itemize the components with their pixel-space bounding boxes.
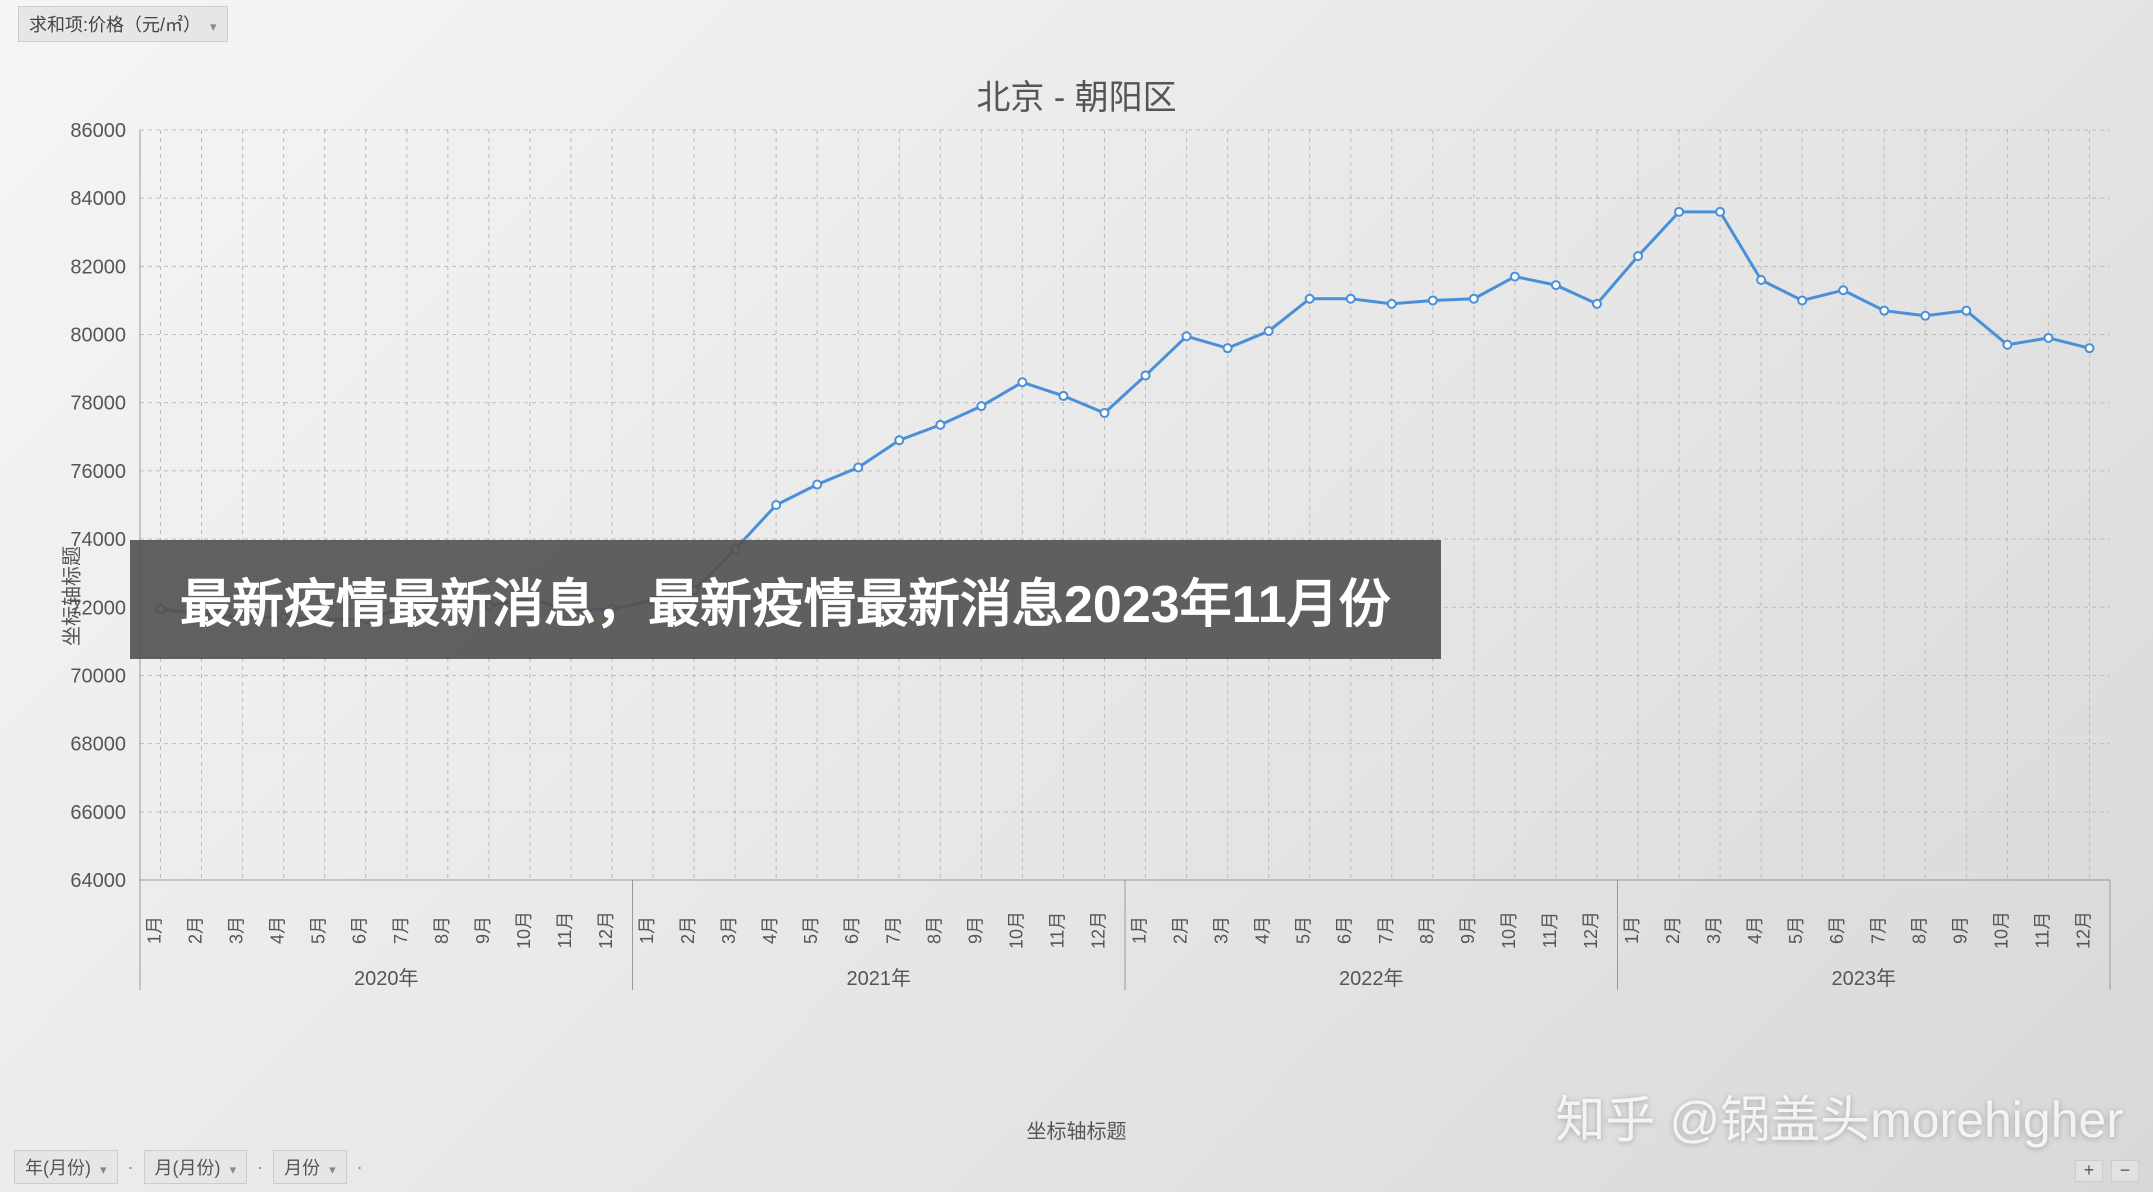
svg-text:10月: 10月 [1499,911,1519,949]
svg-text:4月: 4月 [1253,916,1273,944]
svg-text:2020年: 2020年 [354,967,419,990]
svg-text:4月: 4月 [1745,916,1765,944]
svg-text:12月: 12月 [596,911,616,949]
breadcrumb-separator: · [357,1157,363,1178]
svg-text:8月: 8月 [924,916,944,944]
watermark: 知乎 @锅盖头morehigher [1555,1080,2123,1152]
svg-text:3月: 3月 [719,916,739,944]
axis-field-month1[interactable]: 月(月份) ▾ [144,1150,248,1184]
svg-text:2月: 2月 [1663,916,1683,944]
svg-text:5月: 5月 [1294,916,1314,944]
watermark-prefix: 知乎 [1555,1080,1655,1152]
svg-text:1月: 1月 [1130,916,1150,944]
svg-text:11月: 11月 [1540,912,1560,949]
svg-text:2月: 2月 [186,916,206,944]
svg-text:3月: 3月 [1212,916,1232,944]
axis-field-year[interactable]: 年(月份) ▾ [14,1150,118,1184]
axis-field-month2[interactable]: 月份 ▾ [273,1150,347,1184]
svg-text:1月: 1月 [145,916,165,944]
svg-text:8月: 8月 [1417,916,1437,944]
svg-text:4月: 4月 [760,916,780,944]
svg-text:6月: 6月 [1827,916,1847,944]
svg-text:7月: 7月 [883,916,903,944]
svg-text:2月: 2月 [678,916,698,944]
svg-text:9月: 9月 [1950,916,1970,944]
zoom-in-button[interactable]: + [2075,1160,2103,1182]
svg-text:84000: 84000 [70,188,126,210]
svg-text:76000: 76000 [70,461,126,483]
overlay-text: 最新疫情最新消息，最新疫情最新消息2023年11月份 [180,576,1391,634]
svg-text:11月: 11月 [1047,912,1067,949]
svg-text:10月: 10月 [1006,911,1026,949]
series-field-text: 求和项:价格（元/㎡） [29,15,201,35]
svg-text:82000: 82000 [70,256,126,278]
breadcrumb-separator: · [257,1157,263,1178]
axis-field-year-label: 年(月份) [25,1158,91,1178]
svg-text:9月: 9月 [473,916,493,944]
svg-text:6月: 6月 [350,916,370,944]
series-field-label: 求和项:价格（元/㎡） ▾ [18,6,228,42]
x-axis-title: 坐标轴标题 [1027,1115,1127,1144]
svg-text:8月: 8月 [432,916,452,944]
chevron-down-icon: ▾ [329,1162,336,1177]
svg-text:9月: 9月 [965,916,985,944]
svg-text:10月: 10月 [1991,911,2011,949]
svg-text:72000: 72000 [70,597,126,619]
svg-text:11月: 11月 [2032,912,2052,949]
svg-text:86000: 86000 [70,120,126,142]
svg-text:9月: 9月 [1458,916,1478,944]
svg-text:2022年: 2022年 [1339,967,1404,990]
svg-text:7月: 7月 [391,916,411,944]
svg-text:3月: 3月 [1704,916,1724,944]
zoom-controls: + − [2075,1160,2139,1182]
chevron-down-icon: ▾ [230,1162,237,1177]
svg-text:2021年: 2021年 [847,967,912,990]
svg-text:10月: 10月 [514,911,534,949]
svg-text:70000: 70000 [70,665,126,687]
y-axis-title: 坐标轴标题 [56,546,85,646]
svg-text:7月: 7月 [1376,916,1396,944]
svg-text:74000: 74000 [70,529,126,551]
svg-text:2023年: 2023年 [1832,967,1897,990]
svg-text:11月: 11月 [555,912,575,949]
svg-text:5月: 5月 [801,916,821,944]
svg-text:3月: 3月 [227,916,247,944]
axis-field-month1-label: 月(月份) [155,1158,221,1178]
svg-text:1月: 1月 [637,916,657,944]
chevron-down-icon: ▾ [100,1162,107,1177]
overlay-banner: 最新疫情最新消息，最新疫情最新消息2023年11月份 [130,540,1441,659]
axis-field-bar: 年(月份) ▾ · 月(月份) ▾ · 月份 ▾ · [14,1150,363,1184]
svg-text:5月: 5月 [309,916,329,944]
svg-text:4月: 4月 [268,916,288,944]
svg-text:6月: 6月 [842,916,862,944]
svg-text:1月: 1月 [1622,916,1642,944]
svg-text:68000: 68000 [70,734,126,756]
svg-text:80000: 80000 [70,325,126,347]
svg-text:7月: 7月 [1868,916,1888,944]
breadcrumb-separator: · [128,1157,134,1178]
chevron-down-icon: ▾ [210,19,217,34]
zoom-out-button[interactable]: − [2111,1160,2139,1182]
svg-text:66000: 66000 [70,802,126,824]
svg-text:78000: 78000 [70,393,126,415]
svg-text:12月: 12月 [1581,911,1601,949]
svg-text:12月: 12月 [1088,911,1108,949]
svg-text:64000: 64000 [70,870,126,892]
svg-text:12月: 12月 [2073,911,2093,949]
svg-text:5月: 5月 [1786,916,1806,944]
svg-text:6月: 6月 [1335,916,1355,944]
axis-field-month2-label: 月份 [284,1158,320,1178]
svg-text:2月: 2月 [1171,916,1191,944]
svg-text:8月: 8月 [1909,916,1929,944]
watermark-handle: @锅盖头morehigher [1669,1080,2123,1152]
